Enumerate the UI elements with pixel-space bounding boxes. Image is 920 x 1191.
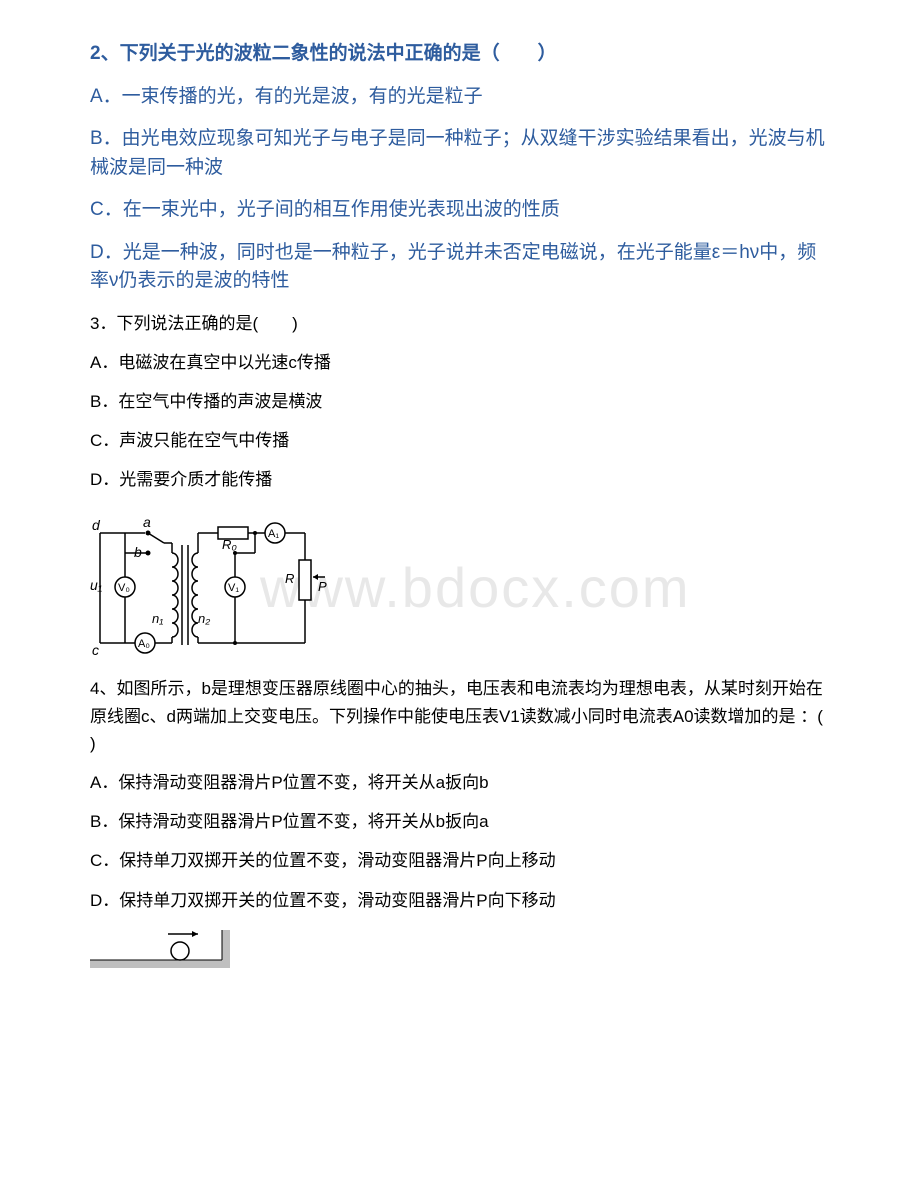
q3-option-c: C．声波只能在空气中传播 bbox=[90, 427, 830, 454]
q4-option-a: A．保持滑动变阻器滑片P位置不变，将开关从a扳向b bbox=[90, 769, 830, 796]
q2-option-b: B．由光电效应现象可知光子与电子是同一种粒子；从双缝干涉实验结果看出，光波与机械… bbox=[90, 125, 830, 182]
circuit-label-v1: V₁ bbox=[228, 582, 239, 594]
circuit-label-r: R bbox=[285, 571, 294, 586]
circuit-diagram: d c u₁ V₀ A₀ a b n₁ bbox=[90, 505, 830, 665]
q3-option-d: D．光需要介质才能传播 bbox=[90, 466, 830, 493]
circuit-label-d: d bbox=[92, 517, 101, 533]
circuit-label-n2: n₂ bbox=[198, 611, 210, 626]
q3-option-a: A．电磁波在真空中以光速c传播 bbox=[90, 349, 830, 376]
q4-option-c: C．保持单刀双掷开关的位置不变，滑动变阻器滑片P向上移动 bbox=[90, 847, 830, 874]
circuit-label-u1: u₁ bbox=[90, 577, 103, 593]
circuit-label-c: c bbox=[92, 642, 99, 658]
q4-option-b: B．保持滑动变阻器滑片P位置不变，将开关从b扳向a bbox=[90, 808, 830, 835]
ball-diagram bbox=[90, 926, 830, 981]
circuit-label-v0: V₀ bbox=[118, 582, 130, 594]
circuit-label-a1: A₁ bbox=[268, 528, 279, 540]
q3-stem: 3．下列说法正确的是( ) bbox=[90, 310, 830, 337]
q2-option-d: D．光是一种波，同时也是一种粒子，光子说并未否定电磁说，在光子能量ε＝hν中，频… bbox=[90, 239, 830, 296]
circuit-label-a0: A₀ bbox=[138, 638, 150, 650]
q3-option-b: B．在空气中传播的声波是横波 bbox=[90, 388, 830, 415]
circuit-label-a: a bbox=[143, 514, 151, 530]
q4-option-d: D．保持单刀双掷开关的位置不变，滑动变阻器滑片P向下移动 bbox=[90, 887, 830, 914]
circuit-label-n1: n₁ bbox=[152, 611, 163, 626]
document-content: 2、下列关于光的波粒二象性的说法中正确的是（ ） A．一束传播的光，有的光是波，… bbox=[90, 40, 830, 981]
q2-stem: 2、下列关于光的波粒二象性的说法中正确的是（ ） bbox=[90, 40, 830, 69]
q4-stem: 4、如图所示，b是理想变压器原线圈中心的抽头，电压表和电流表均为理想电表，从某时… bbox=[90, 675, 830, 757]
circuit-label-r0: R₀ bbox=[222, 537, 237, 552]
circuit-label-b: b bbox=[134, 544, 142, 560]
circuit-label-p: P bbox=[318, 579, 327, 594]
q2-option-a: A．一束传播的光，有的光是波，有的光是粒子 bbox=[90, 83, 830, 112]
q2-option-c: C．在一束光中，光子间的相互作用使光表现出波的性质 bbox=[90, 196, 830, 225]
